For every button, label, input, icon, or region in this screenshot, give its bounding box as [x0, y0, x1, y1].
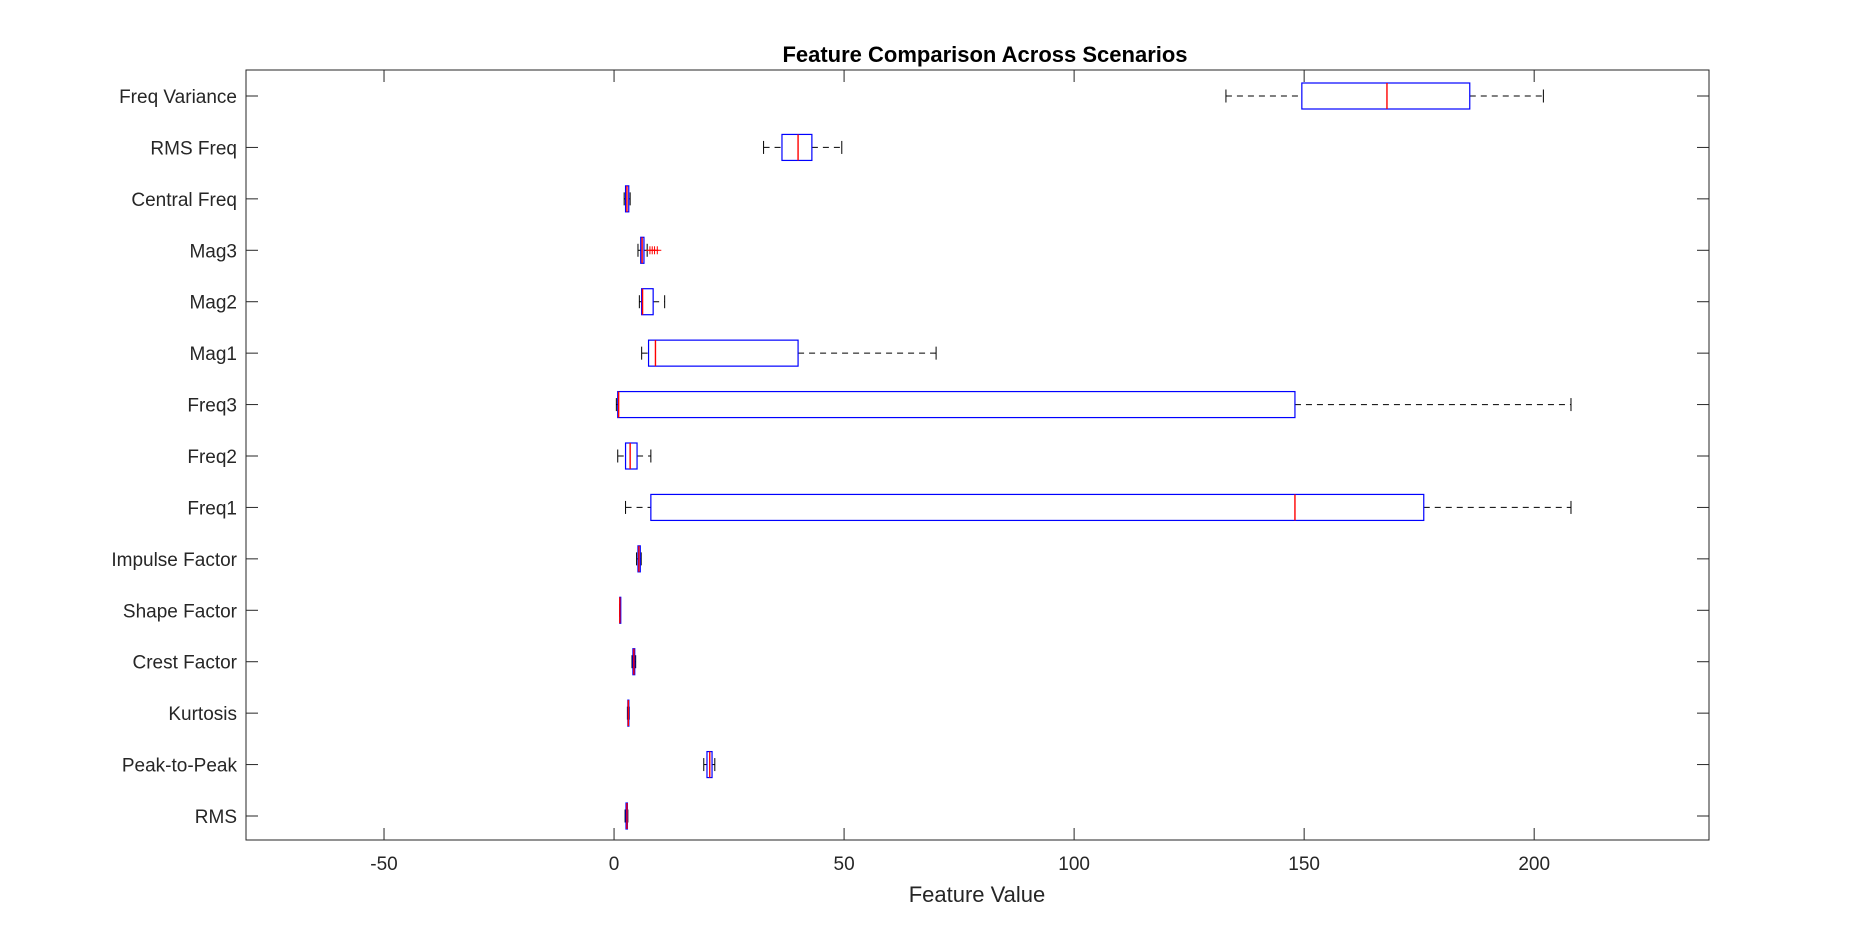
y-tick-label: Mag2	[189, 293, 237, 314]
box-group	[615, 390, 1572, 419]
box	[781, 133, 813, 162]
y-axis-ticks: RMS Peak-to-Peak Kurtosis Crest Factor Shape…	[111, 87, 1709, 828]
box-group	[636, 545, 642, 573]
box	[1301, 82, 1471, 110]
box	[641, 288, 654, 316]
y-tick-label: Mag1	[189, 344, 237, 365]
box-group	[638, 288, 666, 316]
y-tick-label: Central Freq	[131, 190, 237, 211]
x-tick-label: -50	[370, 854, 397, 875]
box-group	[631, 648, 637, 676]
box-group	[619, 596, 622, 624]
plot-area-frame	[245, 69, 1710, 841]
x-axis-ticks: -50 0 50 100 150 200	[370, 70, 1550, 875]
box-group	[763, 133, 843, 162]
box-group	[641, 339, 937, 367]
box-group	[703, 750, 716, 779]
x-tick-label: 100	[1058, 854, 1090, 875]
box	[617, 390, 1296, 419]
x-tick-label: 200	[1518, 854, 1550, 875]
chart-title: Feature Comparison Across Scenarios	[782, 42, 1187, 67]
y-tick-label: Peak-to-Peak	[122, 756, 238, 777]
x-tick-label: 50	[834, 854, 855, 875]
box-group	[626, 699, 630, 727]
box-group	[1225, 82, 1544, 110]
y-tick-label: Mag3	[189, 241, 237, 262]
y-tick-label: Freq2	[187, 447, 237, 468]
y-tick-label: Freq3	[187, 396, 237, 417]
box-group	[624, 802, 629, 830]
box	[624, 442, 638, 470]
box	[650, 493, 1425, 522]
y-tick-label: RMS	[195, 807, 237, 828]
box-group	[617, 442, 652, 470]
y-tick-label: RMS Freq	[150, 138, 237, 159]
box	[647, 339, 799, 367]
box-group	[623, 185, 631, 213]
y-tick-label: Crest Factor	[132, 653, 237, 674]
y-tick-label: Freq Variance	[119, 87, 237, 108]
y-tick-label: Impulse Factor	[111, 550, 237, 571]
box-group	[625, 493, 1572, 522]
y-tick-label: Freq1	[187, 498, 237, 519]
outlier-marker	[653, 246, 662, 255]
chart-marks	[615, 82, 1572, 830]
box-group	[637, 236, 662, 264]
y-tick-label: Shape Factor	[123, 601, 238, 622]
y-tick-label: Kurtosis	[168, 704, 237, 725]
x-tick-label: 0	[609, 854, 620, 875]
x-axis-label: Feature Value	[909, 882, 1046, 907]
x-tick-label: 150	[1288, 854, 1320, 875]
